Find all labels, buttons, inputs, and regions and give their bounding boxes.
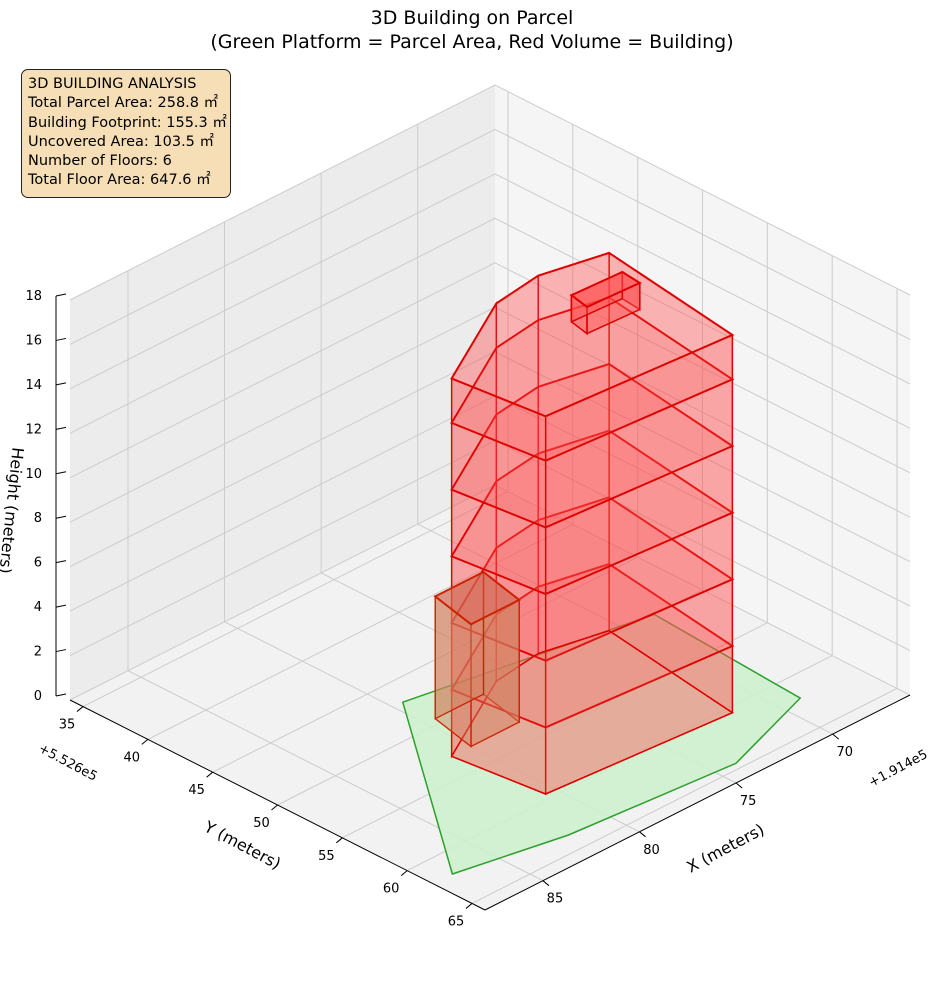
y-tick-mark — [141, 738, 149, 745]
z-tick-mark — [55, 515, 67, 519]
chart-title: 3D Building on Parcel (Green Platform = … — [0, 6, 944, 54]
z-tick-mark — [55, 471, 67, 475]
x-tick-label: 75 — [740, 794, 757, 809]
z-tick-label: 8 — [34, 511, 42, 526]
z-tick-label: 4 — [34, 600, 42, 615]
info-heading: 3D BUILDING ANALYSIS — [28, 76, 197, 92]
z-tick-mark — [55, 293, 67, 297]
building-floor-slab — [450, 251, 735, 418]
z-tick-mark — [55, 337, 67, 341]
y-tick-label: 60 — [383, 882, 400, 897]
z-tick-mark — [55, 382, 67, 386]
x-offset-label: +1.914e5 — [866, 747, 930, 790]
y-offset-label: +5.526e5 — [36, 741, 100, 784]
info-uncovered-area: Uncovered Area: 103.5 ㎡ — [28, 133, 215, 150]
z-tick-label: 0 — [34, 689, 42, 704]
x-axis-label: X (meters) — [683, 820, 767, 877]
rooftop-tower-roof — [569, 270, 642, 309]
left-back-pane — [70, 85, 495, 700]
z-tick-label: 14 — [25, 378, 42, 393]
info-building-footprint: Building Footprint: 155.3 ㎡ — [28, 114, 227, 131]
building-base — [450, 629, 734, 795]
z-tick-mark — [55, 560, 67, 564]
z-tick-mark — [55, 693, 67, 697]
x-tick-mark — [542, 880, 550, 887]
y-tick-mark — [76, 706, 84, 712]
x-tick-mark — [639, 831, 646, 838]
z-tick-label: 12 — [25, 422, 42, 437]
z-axis-label: Height (meters) — [0, 446, 28, 574]
info-total-floor-area: Total Floor Area: 647.6 ㎡ — [28, 172, 211, 189]
y-tick-label: 65 — [448, 914, 465, 929]
z-tick-label: 16 — [25, 333, 42, 348]
x-tick-label: 70 — [836, 745, 853, 760]
z-tick-mark — [55, 649, 67, 653]
y-tick-label: 35 — [59, 718, 76, 733]
chart-title-line-2: (Green Platform = Parcel Area, Red Volum… — [210, 31, 734, 53]
grid-line-z — [69, 84, 911, 301]
grid-line-z — [69, 262, 911, 479]
y-tick-mark — [400, 870, 408, 877]
y-tick-label: 50 — [253, 816, 270, 831]
x-tick-mark — [735, 782, 743, 789]
y-tick-label: 55 — [318, 849, 335, 864]
grid-line-z — [69, 128, 911, 345]
info-total-parcel-area: Total Parcel Area: 258.8 ㎡ — [28, 95, 219, 112]
data-polygons — [401, 251, 802, 875]
z-tick-label: 6 — [34, 556, 42, 571]
y-axis-label: Y (meters) — [200, 817, 284, 874]
z-tick-label: 10 — [25, 467, 42, 482]
y-tick-label: 45 — [188, 783, 205, 798]
y-tick-mark — [336, 837, 343, 844]
z-tick-mark — [55, 604, 67, 608]
x-axis-line — [484, 694, 911, 911]
y-tick-mark — [271, 804, 278, 811]
y-tick-mark — [206, 771, 213, 778]
chart-title-line-1: 3D Building on Parcel — [370, 7, 574, 29]
y-tick-label: 40 — [124, 750, 141, 765]
grid-line-z — [69, 173, 911, 390]
x-tick-mark — [832, 733, 840, 740]
building-annex-roof — [433, 570, 522, 626]
grid-line-z — [69, 217, 911, 434]
z-tick-label: 2 — [34, 645, 42, 660]
z-tick-label: 18 — [25, 289, 42, 304]
analysis-info-box: 3D BUILDING ANALYSIS Total Parcel Area: … — [21, 69, 231, 198]
parcel-platform — [401, 613, 802, 875]
x-tick-label: 80 — [643, 843, 660, 858]
info-number-of-floors: Number of Floors: 6 — [28, 153, 172, 170]
axis-ticks: 70 75 80 85 35 40 45 50 55 60 65 0 2 4 6 8 10 12 14 16 18 — [25, 289, 853, 929]
y-tick-mark — [465, 903, 473, 909]
x-tick-label: 85 — [547, 892, 564, 907]
z-tick-mark — [55, 426, 67, 430]
